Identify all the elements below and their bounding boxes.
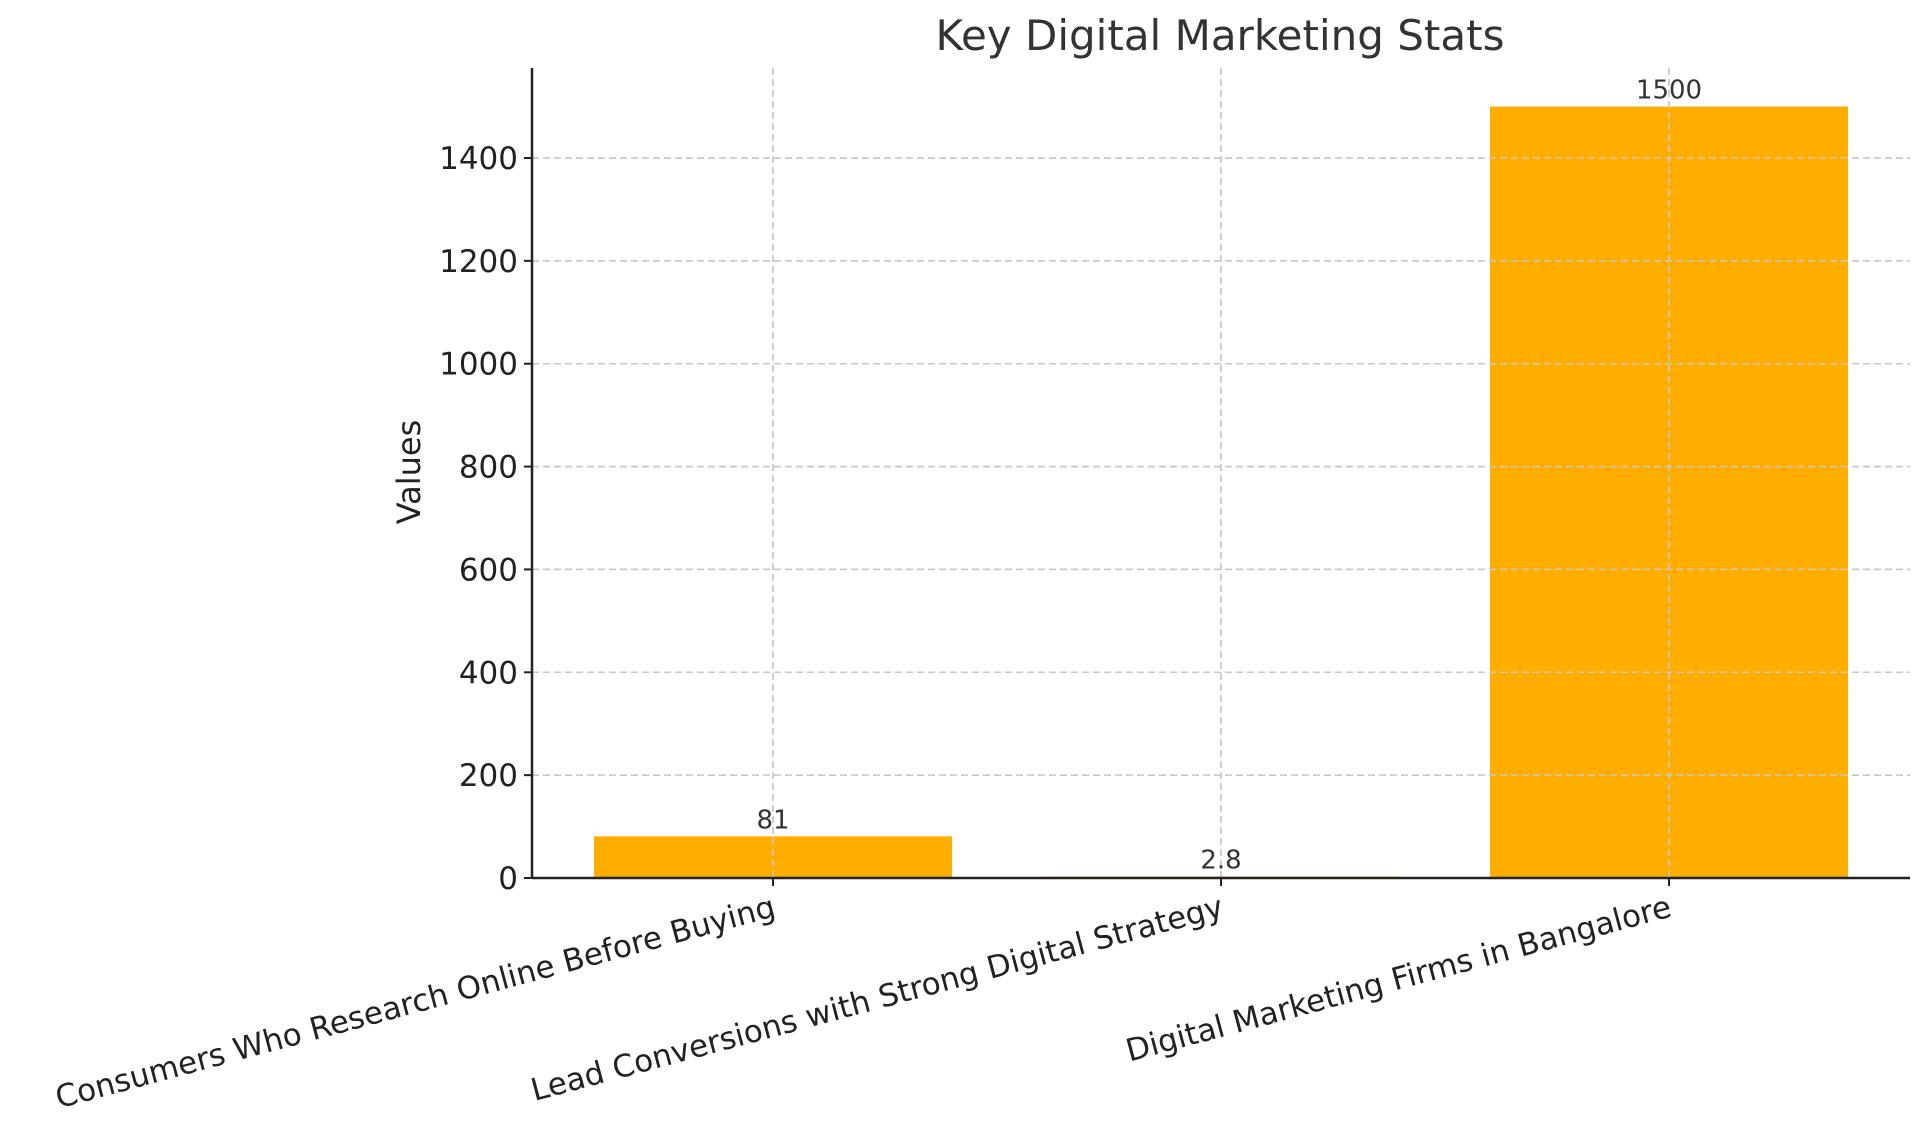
y-tick-label: 800 xyxy=(459,450,518,486)
x-tick-label: Consumers Who Research Online Before Buy… xyxy=(52,889,779,1116)
y-tick-label: 200 xyxy=(459,758,518,794)
chart-title: Key Digital Marketing Stats xyxy=(936,11,1505,60)
y-axis-label: Values xyxy=(390,420,428,525)
x-tick-label: Lead Conversions with Strong Digital Str… xyxy=(527,889,1227,1109)
y-tick-label: 1000 xyxy=(439,347,518,383)
data-label: 1500 xyxy=(1636,76,1702,106)
bar-layer xyxy=(532,68,1910,879)
y-tick-label: 1400 xyxy=(439,141,518,177)
y-tick-label: 1200 xyxy=(439,244,518,280)
y-tick-label: 600 xyxy=(459,552,518,588)
data-label: 81 xyxy=(756,805,789,835)
axis-layer xyxy=(524,68,1910,886)
y-tick-label: 0 xyxy=(498,861,518,897)
label-layer: 0 200 400 600 800 1000 1200 1400 81 2.8 1500 Consum… xyxy=(52,76,1703,1117)
data-label: 2.8 xyxy=(1200,846,1241,876)
y-tick-label: 400 xyxy=(459,655,518,691)
